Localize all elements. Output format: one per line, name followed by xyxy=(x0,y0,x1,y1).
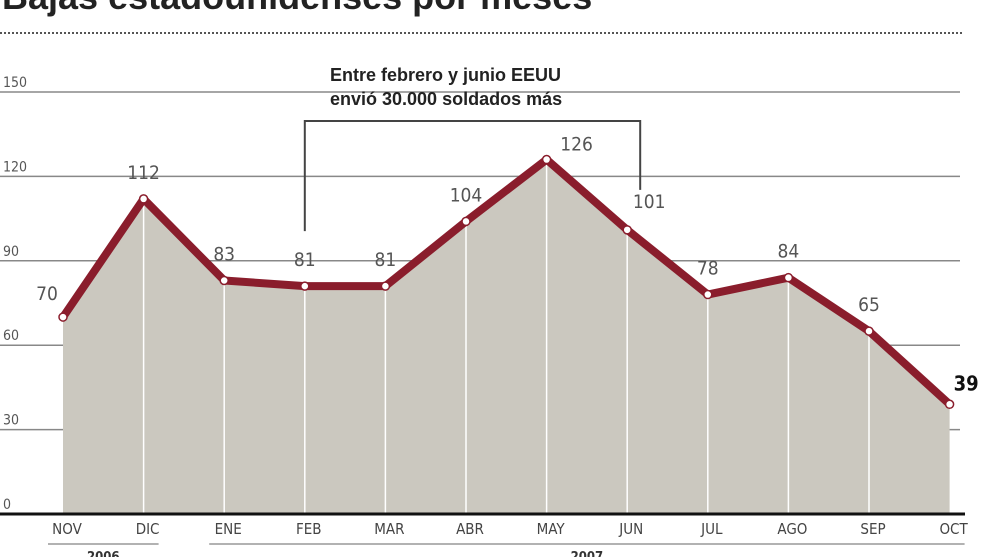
y-tick-label: 150 xyxy=(3,75,27,91)
x-tick-label: SEP xyxy=(860,520,885,538)
year-label: 2006 xyxy=(87,550,120,557)
data-label: 65 xyxy=(858,294,880,316)
data-point xyxy=(219,275,229,286)
data-label: 112 xyxy=(127,162,160,184)
data-label: 104 xyxy=(450,184,483,206)
data-label: 84 xyxy=(778,241,800,263)
data-point xyxy=(138,194,149,204)
x-tick-label: ABR xyxy=(456,520,484,538)
chart-title: Bajas estadounidenses por meses xyxy=(2,0,592,17)
data-point xyxy=(541,154,552,165)
annotation: Entre febrero y junio EEUU envió 30.000 … xyxy=(303,65,642,232)
data-label: 81 xyxy=(294,249,316,271)
x-tick-label: FEB xyxy=(296,520,322,538)
x-tick-label: NOV xyxy=(52,520,82,538)
data-point xyxy=(380,281,391,291)
data-point xyxy=(300,281,310,291)
annotation-bracket xyxy=(303,120,642,232)
data-point xyxy=(703,289,713,300)
x-tick-label: DIC xyxy=(136,520,160,538)
data-point xyxy=(58,312,68,322)
y-tick-label: 30 xyxy=(3,413,19,429)
data-label: 81 xyxy=(375,249,397,271)
x-tick-label: JUL xyxy=(700,520,723,538)
x-tick-label: JUN xyxy=(618,520,643,538)
y-tick-label: 90 xyxy=(3,244,19,260)
data-label: 83 xyxy=(213,243,235,265)
series-line xyxy=(59,155,954,409)
x-tick-label: OCT xyxy=(939,520,968,538)
annotation-line-1: Entre febrero y junio EEUU xyxy=(330,65,561,85)
x-tick-label: ENE xyxy=(215,520,242,538)
annotation-line-2: envió 30.000 soldados más xyxy=(330,89,562,109)
x-tick-label: MAR xyxy=(374,520,404,538)
year-label: 2007 xyxy=(571,550,604,557)
data-point xyxy=(622,225,632,235)
data-point xyxy=(944,399,955,410)
data-label: 78 xyxy=(697,258,719,280)
y-tick-label: 120 xyxy=(3,159,27,175)
data-label: 39 xyxy=(954,371,979,395)
data-point xyxy=(461,216,471,227)
y-tick-label: 0 xyxy=(3,497,11,513)
x-tick-label: AGO xyxy=(777,520,807,538)
data-point xyxy=(864,326,874,336)
data-label: 126 xyxy=(560,134,593,156)
area-fill xyxy=(63,159,950,514)
data-point xyxy=(783,272,794,283)
data-label: 101 xyxy=(633,191,666,213)
x-tick-label: MAY xyxy=(537,520,566,538)
y-tick-label: 60 xyxy=(3,328,19,344)
data-label: 70 xyxy=(36,283,58,305)
